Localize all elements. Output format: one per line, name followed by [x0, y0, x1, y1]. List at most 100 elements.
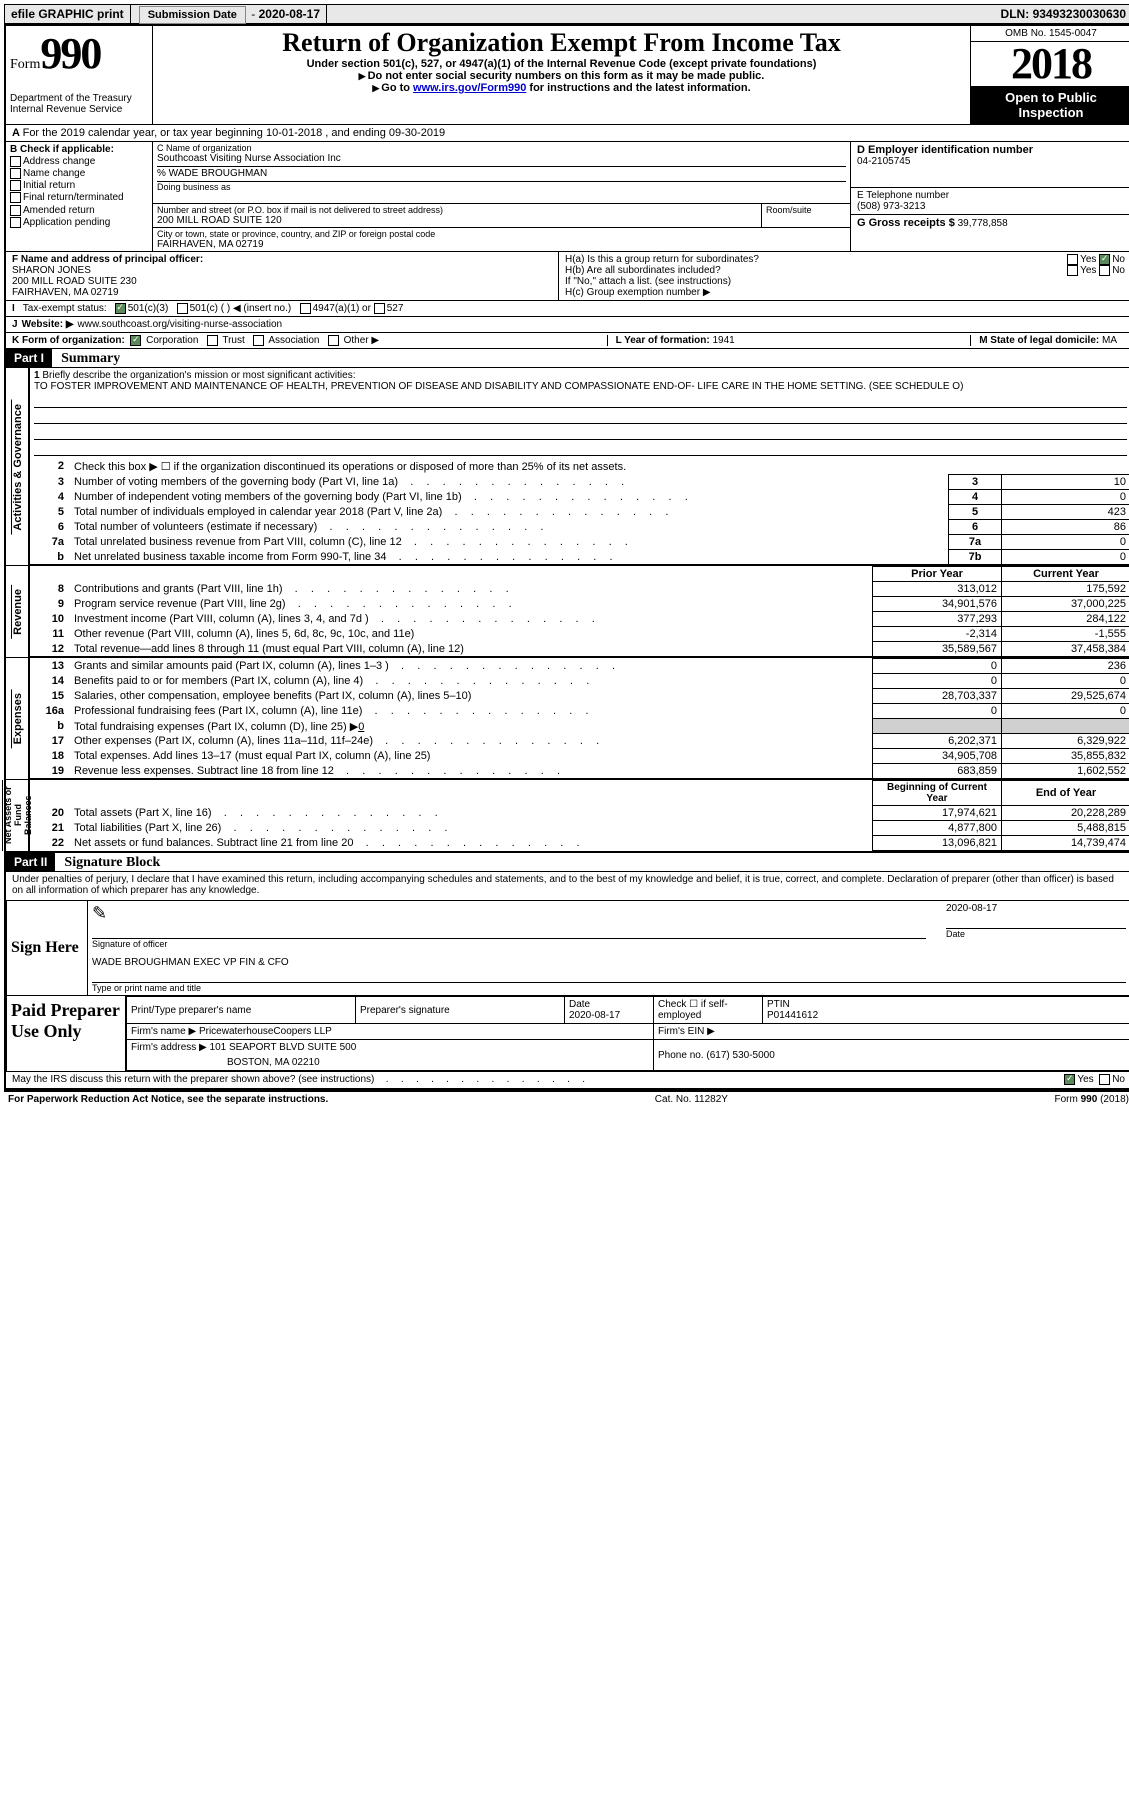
col-right-deg: D Employer identification number 04-2105…: [850, 142, 1129, 251]
firm-city: BOSTON, MA 02210: [127, 1055, 654, 1071]
firm-addr: 101 SEAPORT BLVD SUITE 500: [210, 1042, 357, 1053]
activities-governance: Activities & Governance 1 Briefly descri…: [6, 368, 1129, 566]
val-7b: 0: [1002, 550, 1129, 565]
prep-selfemp: Check ☐ if self-employed: [654, 997, 763, 1024]
dba-label: Doing business as: [157, 181, 846, 192]
goto-note: Go to www.irs.gov/Form990 for instructio…: [159, 82, 964, 94]
org-addr: 200 MILL ROAD SUITE 120: [157, 215, 757, 226]
val-5: 423: [1002, 505, 1129, 520]
val-7a: 0: [1002, 535, 1129, 550]
netassets-section: Net Assets or Fund Balances Beginning of…: [6, 780, 1129, 853]
e-label: E Telephone number: [857, 190, 1125, 201]
sign-here-label: Sign Here: [7, 901, 88, 995]
footer-pra: For Paperwork Reduction Act Notice, see …: [8, 1094, 328, 1105]
part1-header: Part I Summary: [6, 349, 1129, 368]
submission-date: Submission Date - 2020-08-17: [131, 5, 327, 23]
section-bcdefg: B Check if applicable: Address change Na…: [6, 142, 1129, 252]
room-label: Room/suite: [766, 205, 846, 215]
expenses-table: 13Grants and similar amounts paid (Part …: [30, 658, 1129, 779]
f-officer: F Name and address of principal officer:…: [6, 252, 559, 300]
h-group: H(a) Is this a group return for subordin…: [559, 252, 1129, 300]
hb-label: H(b) Are all subordinates included?: [565, 265, 721, 276]
hdr-begin: Beginning of Current Year: [873, 781, 1002, 806]
val-4: 0: [1002, 490, 1129, 505]
chk-501c[interactable]: [177, 303, 188, 314]
line2: Check this box ▶ ☐ if the organization d…: [70, 459, 1129, 475]
sig-name-label: Type or print name and title: [92, 982, 1126, 993]
chk-addr[interactable]: Address change: [10, 156, 148, 167]
addr-label: Number and street (or P.O. box if mail i…: [157, 205, 757, 215]
part2-title: Signature Block: [58, 855, 160, 870]
sig-officer-label: Signature of officer: [92, 938, 926, 949]
discuss-no[interactable]: [1099, 1074, 1110, 1085]
d-label: D Employer identification number: [857, 144, 1033, 156]
open-inspection: Open to Public Inspection: [971, 86, 1129, 124]
mission-text: TO FOSTER IMPROVEMENT AND MAINTENANCE OF…: [34, 381, 963, 392]
sig-date-label: Date: [946, 928, 1126, 939]
irs-label: Internal Revenue Service: [10, 104, 148, 115]
care-of: % WADE BROUGHMAN: [157, 166, 846, 179]
org-name: Southcoast Visiting Nurse Association In…: [157, 153, 846, 164]
c-label: C Name of organization: [157, 143, 846, 153]
chk-amend[interactable]: Amended return: [10, 205, 148, 216]
chk-corp[interactable]: ✓: [130, 335, 141, 346]
line1-mission: 1 Briefly describe the organization's mi…: [30, 368, 1129, 459]
part1-title: Summary: [55, 351, 120, 366]
firm-phone: (617) 530-5000: [706, 1050, 774, 1061]
l-year: L Year of formation: 1941: [607, 335, 743, 346]
footer: For Paperwork Reduction Act Notice, see …: [4, 1091, 1129, 1107]
hb-note: If "No," attach a list. (see instruction…: [565, 276, 1125, 287]
vtab-exp: Expenses: [11, 689, 24, 748]
form990-link[interactable]: www.irs.gov/Form990: [413, 82, 526, 94]
e-phone: E Telephone number (508) 973-3213: [851, 188, 1129, 215]
chk-other[interactable]: [328, 335, 339, 346]
chk-final[interactable]: Final return/terminated: [10, 192, 148, 203]
form-subtitle: Under section 501(c), 527, or 4947(a)(1)…: [159, 58, 964, 70]
chk-501c3[interactable]: ✓: [115, 303, 126, 314]
m-state: M State of legal domicile: MA: [970, 335, 1125, 346]
prep-date: 2020-08-17: [569, 1010, 620, 1021]
f-name: SHARON JONES: [12, 265, 552, 276]
ha-label: H(a) Is this a group return for subordin…: [565, 254, 759, 265]
sig-date: 2020-08-17: [946, 903, 1126, 914]
j-website: J Website: ▶ www.southcoast.org/visiting…: [6, 317, 1129, 333]
form-container: Form990 Department of the Treasury Inter…: [4, 24, 1129, 1091]
header-center: Return of Organization Exempt From Incom…: [153, 26, 970, 124]
chk-trust[interactable]: [207, 335, 218, 346]
revenue-table: Prior YearCurrent Year 8Contributions an…: [30, 566, 1129, 657]
chk-assoc[interactable]: [253, 335, 264, 346]
tax-year: 2018: [971, 42, 1129, 86]
header-right: OMB No. 1545-0047 2018 Open to Public In…: [970, 26, 1129, 124]
dln: DLN: 93493230030630: [995, 5, 1129, 23]
firm-name: PricewaterhouseCoopers LLP: [199, 1026, 332, 1037]
vtab-net: Net Assets or Fund Balances: [2, 780, 33, 851]
chk-527[interactable]: [374, 303, 385, 314]
city-label: City or town, state or province, country…: [157, 229, 846, 239]
hdr-prior: Prior Year: [873, 567, 1002, 582]
chk-4947[interactable]: [300, 303, 311, 314]
part2-header: Part II Signature Block: [6, 853, 1129, 872]
ssn-note: Do not enter social security numbers on …: [159, 70, 964, 82]
prep-name-label: Print/Type preparer's name: [127, 997, 356, 1024]
part1-badge: Part I: [6, 349, 52, 367]
header: Form990 Department of the Treasury Inter…: [6, 26, 1129, 125]
g-receipts: G Gross receipts $ 39,778,858: [851, 215, 1129, 231]
form-title: Return of Organization Exempt From Incom…: [159, 28, 964, 58]
val-3: 10: [1002, 475, 1129, 490]
chk-name[interactable]: Name change: [10, 168, 148, 179]
line-a: A For the 2019 calendar year, or tax yea…: [6, 125, 1129, 142]
vtab-rev: Revenue: [11, 585, 24, 639]
col-b-checkboxes: B Check if applicable: Address change Na…: [6, 142, 153, 251]
chk-init[interactable]: Initial return: [10, 180, 148, 191]
chk-app[interactable]: Application pending: [10, 217, 148, 228]
prep-ptin: P01441612: [767, 1010, 818, 1021]
klm-row: K Form of organization: ✓ Corporation Tr…: [6, 333, 1129, 349]
hc-label: H(c) Group exemption number ▶: [565, 287, 1125, 298]
e-val: (508) 973-3213: [857, 201, 1125, 212]
preparer-label: Paid Preparer Use Only: [7, 996, 126, 1071]
header-left: Form990 Department of the Treasury Inter…: [6, 26, 153, 124]
org-city: FAIRHAVEN, MA 02719: [157, 239, 846, 250]
discuss-yes[interactable]: ✓: [1064, 1074, 1075, 1085]
sign-here-block: Sign Here ✎ Signature of officer 2020-08…: [6, 900, 1129, 996]
discuss-row: May the IRS discuss this return with the…: [6, 1072, 1129, 1088]
